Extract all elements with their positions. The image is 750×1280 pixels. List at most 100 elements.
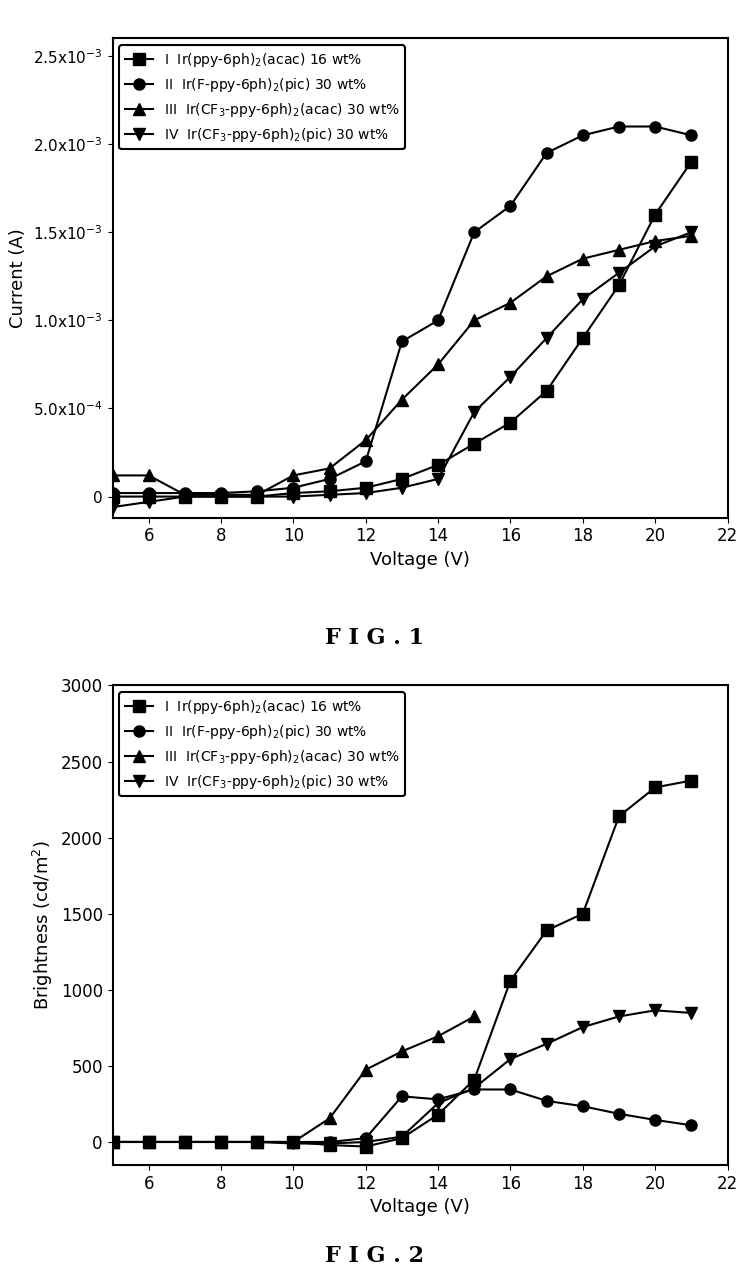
II  Ir(F-ppy-6ph)$_2$(pic) 30 wt% xyxy=(398,1089,406,1105)
IV  Ir(CF$_3$-ppy-6ph)$_2$(pic) 30 wt% xyxy=(108,499,117,515)
II  Ir(F-ppy-6ph)$_2$(pic) 30 wt% xyxy=(542,145,551,160)
II  Ir(F-ppy-6ph)$_2$(pic) 30 wt% xyxy=(144,485,153,500)
III  Ir(CF$_3$-ppy-6ph)$_2$(acac) 30 wt% xyxy=(217,488,226,503)
IV  Ir(CF$_3$-ppy-6ph)$_2$(pic) 30 wt% xyxy=(144,1134,153,1149)
I  Ir(ppy-6ph)$_2$(acac) 16 wt% xyxy=(289,1134,298,1149)
Y-axis label: Brightness (cd/m$^2$): Brightness (cd/m$^2$) xyxy=(31,840,55,1010)
X-axis label: Voltage (V): Voltage (V) xyxy=(370,1198,470,1216)
II  Ir(F-ppy-6ph)$_2$(pic) 30 wt% xyxy=(578,1098,587,1114)
III  Ir(CF$_3$-ppy-6ph)$_2$(acac) 30 wt% xyxy=(578,251,587,266)
Line: III  Ir(CF$_3$-ppy-6ph)$_2$(acac) 30 wt%: III Ir(CF$_3$-ppy-6ph)$_2$(acac) 30 wt% xyxy=(107,1011,480,1148)
II  Ir(F-ppy-6ph)$_2$(pic) 30 wt% xyxy=(614,1106,623,1121)
IV  Ir(CF$_3$-ppy-6ph)$_2$(pic) 30 wt% xyxy=(144,494,153,509)
III  Ir(CF$_3$-ppy-6ph)$_2$(acac) 30 wt% xyxy=(289,1134,298,1149)
II  Ir(F-ppy-6ph)$_2$(pic) 30 wt% xyxy=(253,1134,262,1149)
Line: I  Ir(ppy-6ph)$_2$(acac) 16 wt%: I Ir(ppy-6ph)$_2$(acac) 16 wt% xyxy=(107,156,697,502)
IV  Ir(CF$_3$-ppy-6ph)$_2$(pic) 30 wt% xyxy=(217,1134,226,1149)
I  Ir(ppy-6ph)$_2$(acac) 16 wt% xyxy=(614,809,623,824)
II  Ir(F-ppy-6ph)$_2$(pic) 30 wt% xyxy=(289,1134,298,1149)
I  Ir(ppy-6ph)$_2$(acac) 16 wt% xyxy=(614,278,623,293)
IV  Ir(CF$_3$-ppy-6ph)$_2$(pic) 30 wt% xyxy=(398,480,406,495)
III  Ir(CF$_3$-ppy-6ph)$_2$(acac) 30 wt% xyxy=(217,1134,226,1149)
IV  Ir(CF$_3$-ppy-6ph)$_2$(pic) 30 wt% xyxy=(687,224,696,239)
III  Ir(CF$_3$-ppy-6ph)$_2$(acac) 30 wt% xyxy=(180,488,189,503)
I  Ir(ppy-6ph)$_2$(acac) 16 wt% xyxy=(325,484,334,499)
I  Ir(ppy-6ph)$_2$(acac) 16 wt% xyxy=(144,1134,153,1149)
IV  Ir(CF$_3$-ppy-6ph)$_2$(pic) 30 wt% xyxy=(433,471,442,486)
III  Ir(CF$_3$-ppy-6ph)$_2$(acac) 30 wt% xyxy=(108,467,117,483)
III  Ir(CF$_3$-ppy-6ph)$_2$(acac) 30 wt% xyxy=(542,269,551,284)
I  Ir(ppy-6ph)$_2$(acac) 16 wt% xyxy=(217,489,226,504)
IV  Ir(CF$_3$-ppy-6ph)$_2$(pic) 30 wt% xyxy=(506,1051,515,1066)
I  Ir(ppy-6ph)$_2$(acac) 16 wt% xyxy=(217,1134,226,1149)
I  Ir(ppy-6ph)$_2$(acac) 16 wt% xyxy=(506,973,515,988)
IV  Ir(CF$_3$-ppy-6ph)$_2$(pic) 30 wt% xyxy=(362,485,370,500)
I  Ir(ppy-6ph)$_2$(acac) 16 wt% xyxy=(542,923,551,938)
III  Ir(CF$_3$-ppy-6ph)$_2$(acac) 30 wt% xyxy=(325,461,334,476)
III  Ir(CF$_3$-ppy-6ph)$_2$(acac) 30 wt% xyxy=(433,357,442,372)
II  Ir(F-ppy-6ph)$_2$(pic) 30 wt% xyxy=(325,1134,334,1149)
X-axis label: Voltage (V): Voltage (V) xyxy=(370,550,470,570)
IV  Ir(CF$_3$-ppy-6ph)$_2$(pic) 30 wt% xyxy=(578,1019,587,1034)
I  Ir(ppy-6ph)$_2$(acac) 16 wt% xyxy=(687,154,696,169)
II  Ir(F-ppy-6ph)$_2$(pic) 30 wt% xyxy=(217,485,226,500)
IV  Ir(CF$_3$-ppy-6ph)$_2$(pic) 30 wt% xyxy=(253,1134,262,1149)
IV  Ir(CF$_3$-ppy-6ph)$_2$(pic) 30 wt% xyxy=(614,1009,623,1024)
I  Ir(ppy-6ph)$_2$(acac) 16 wt% xyxy=(433,1107,442,1123)
IV  Ir(CF$_3$-ppy-6ph)$_2$(pic) 30 wt% xyxy=(108,1134,117,1149)
III  Ir(CF$_3$-ppy-6ph)$_2$(acac) 30 wt% xyxy=(470,1009,478,1024)
II  Ir(F-ppy-6ph)$_2$(pic) 30 wt% xyxy=(180,485,189,500)
I  Ir(ppy-6ph)$_2$(acac) 16 wt% xyxy=(433,457,442,472)
I  Ir(ppy-6ph)$_2$(acac) 16 wt% xyxy=(108,489,117,504)
Line: IV  Ir(CF$_3$-ppy-6ph)$_2$(pic) 30 wt%: IV Ir(CF$_3$-ppy-6ph)$_2$(pic) 30 wt% xyxy=(107,227,697,513)
I  Ir(ppy-6ph)$_2$(acac) 16 wt% xyxy=(253,489,262,504)
IV  Ir(CF$_3$-ppy-6ph)$_2$(pic) 30 wt% xyxy=(289,489,298,504)
IV  Ir(CF$_3$-ppy-6ph)$_2$(pic) 30 wt% xyxy=(687,1005,696,1020)
Line: IV  Ir(CF$_3$-ppy-6ph)$_2$(pic) 30 wt%: IV Ir(CF$_3$-ppy-6ph)$_2$(pic) 30 wt% xyxy=(107,1005,697,1149)
III  Ir(CF$_3$-ppy-6ph)$_2$(acac) 30 wt% xyxy=(614,242,623,257)
II  Ir(F-ppy-6ph)$_2$(pic) 30 wt% xyxy=(253,484,262,499)
IV  Ir(CF$_3$-ppy-6ph)$_2$(pic) 30 wt% xyxy=(470,404,478,420)
III  Ir(CF$_3$-ppy-6ph)$_2$(acac) 30 wt% xyxy=(289,467,298,483)
III  Ir(CF$_3$-ppy-6ph)$_2$(acac) 30 wt% xyxy=(398,392,406,407)
IV  Ir(CF$_3$-ppy-6ph)$_2$(pic) 30 wt% xyxy=(651,1002,660,1018)
III  Ir(CF$_3$-ppy-6ph)$_2$(acac) 30 wt% xyxy=(253,488,262,503)
III  Ir(CF$_3$-ppy-6ph)$_2$(acac) 30 wt% xyxy=(180,1134,189,1149)
IV  Ir(CF$_3$-ppy-6ph)$_2$(pic) 30 wt% xyxy=(289,1135,298,1151)
IV  Ir(CF$_3$-ppy-6ph)$_2$(pic) 30 wt% xyxy=(506,369,515,384)
II  Ir(F-ppy-6ph)$_2$(pic) 30 wt% xyxy=(651,1112,660,1128)
IV  Ir(CF$_3$-ppy-6ph)$_2$(pic) 30 wt% xyxy=(433,1096,442,1111)
III  Ir(CF$_3$-ppy-6ph)$_2$(acac) 30 wt% xyxy=(362,1062,370,1078)
I  Ir(ppy-6ph)$_2$(acac) 16 wt% xyxy=(398,471,406,486)
IV  Ir(CF$_3$-ppy-6ph)$_2$(pic) 30 wt% xyxy=(398,1129,406,1144)
III  Ir(CF$_3$-ppy-6ph)$_2$(acac) 30 wt% xyxy=(651,233,660,248)
IV  Ir(CF$_3$-ppy-6ph)$_2$(pic) 30 wt% xyxy=(180,1134,189,1149)
I  Ir(ppy-6ph)$_2$(acac) 16 wt% xyxy=(362,1139,370,1155)
Legend: I  Ir(ppy-6ph)$_2$(acac) 16 wt%, II  Ir(F-ppy-6ph)$_2$(pic) 30 wt%, III  Ir(CF$_: I Ir(ppy-6ph)$_2$(acac) 16 wt%, II Ir(F-… xyxy=(119,692,405,796)
IV  Ir(CF$_3$-ppy-6ph)$_2$(pic) 30 wt% xyxy=(614,265,623,280)
III  Ir(CF$_3$-ppy-6ph)$_2$(acac) 30 wt% xyxy=(470,312,478,328)
Line: II  Ir(F-ppy-6ph)$_2$(pic) 30 wt%: II Ir(F-ppy-6ph)$_2$(pic) 30 wt% xyxy=(107,1084,697,1148)
II  Ir(F-ppy-6ph)$_2$(pic) 30 wt% xyxy=(217,1134,226,1149)
Line: III  Ir(CF$_3$-ppy-6ph)$_2$(acac) 30 wt%: III Ir(CF$_3$-ppy-6ph)$_2$(acac) 30 wt% xyxy=(107,230,697,500)
I  Ir(ppy-6ph)$_2$(acac) 16 wt% xyxy=(578,330,587,346)
I  Ir(ppy-6ph)$_2$(acac) 16 wt% xyxy=(470,1071,478,1087)
I  Ir(ppy-6ph)$_2$(acac) 16 wt% xyxy=(398,1130,406,1146)
II  Ir(F-ppy-6ph)$_2$(pic) 30 wt% xyxy=(325,471,334,486)
II  Ir(F-ppy-6ph)$_2$(pic) 30 wt% xyxy=(614,119,623,134)
I  Ir(ppy-6ph)$_2$(acac) 16 wt% xyxy=(506,415,515,430)
II  Ir(F-ppy-6ph)$_2$(pic) 30 wt% xyxy=(289,480,298,495)
IV  Ir(CF$_3$-ppy-6ph)$_2$(pic) 30 wt% xyxy=(362,1134,370,1149)
Y-axis label: Current (A): Current (A) xyxy=(9,228,27,328)
Text: F I G . 1: F I G . 1 xyxy=(326,627,424,649)
I  Ir(ppy-6ph)$_2$(acac) 16 wt% xyxy=(687,773,696,788)
I  Ir(ppy-6ph)$_2$(acac) 16 wt% xyxy=(180,489,189,504)
IV  Ir(CF$_3$-ppy-6ph)$_2$(pic) 30 wt% xyxy=(470,1080,478,1096)
II  Ir(F-ppy-6ph)$_2$(pic) 30 wt% xyxy=(180,1134,189,1149)
IV  Ir(CF$_3$-ppy-6ph)$_2$(pic) 30 wt% xyxy=(542,1036,551,1051)
I  Ir(ppy-6ph)$_2$(acac) 16 wt% xyxy=(253,1134,262,1149)
Line: II  Ir(F-ppy-6ph)$_2$(pic) 30 wt%: II Ir(F-ppy-6ph)$_2$(pic) 30 wt% xyxy=(107,120,697,499)
IV  Ir(CF$_3$-ppy-6ph)$_2$(pic) 30 wt% xyxy=(578,292,587,307)
III  Ir(CF$_3$-ppy-6ph)$_2$(acac) 30 wt% xyxy=(108,1134,117,1149)
I  Ir(ppy-6ph)$_2$(acac) 16 wt% xyxy=(578,906,587,922)
